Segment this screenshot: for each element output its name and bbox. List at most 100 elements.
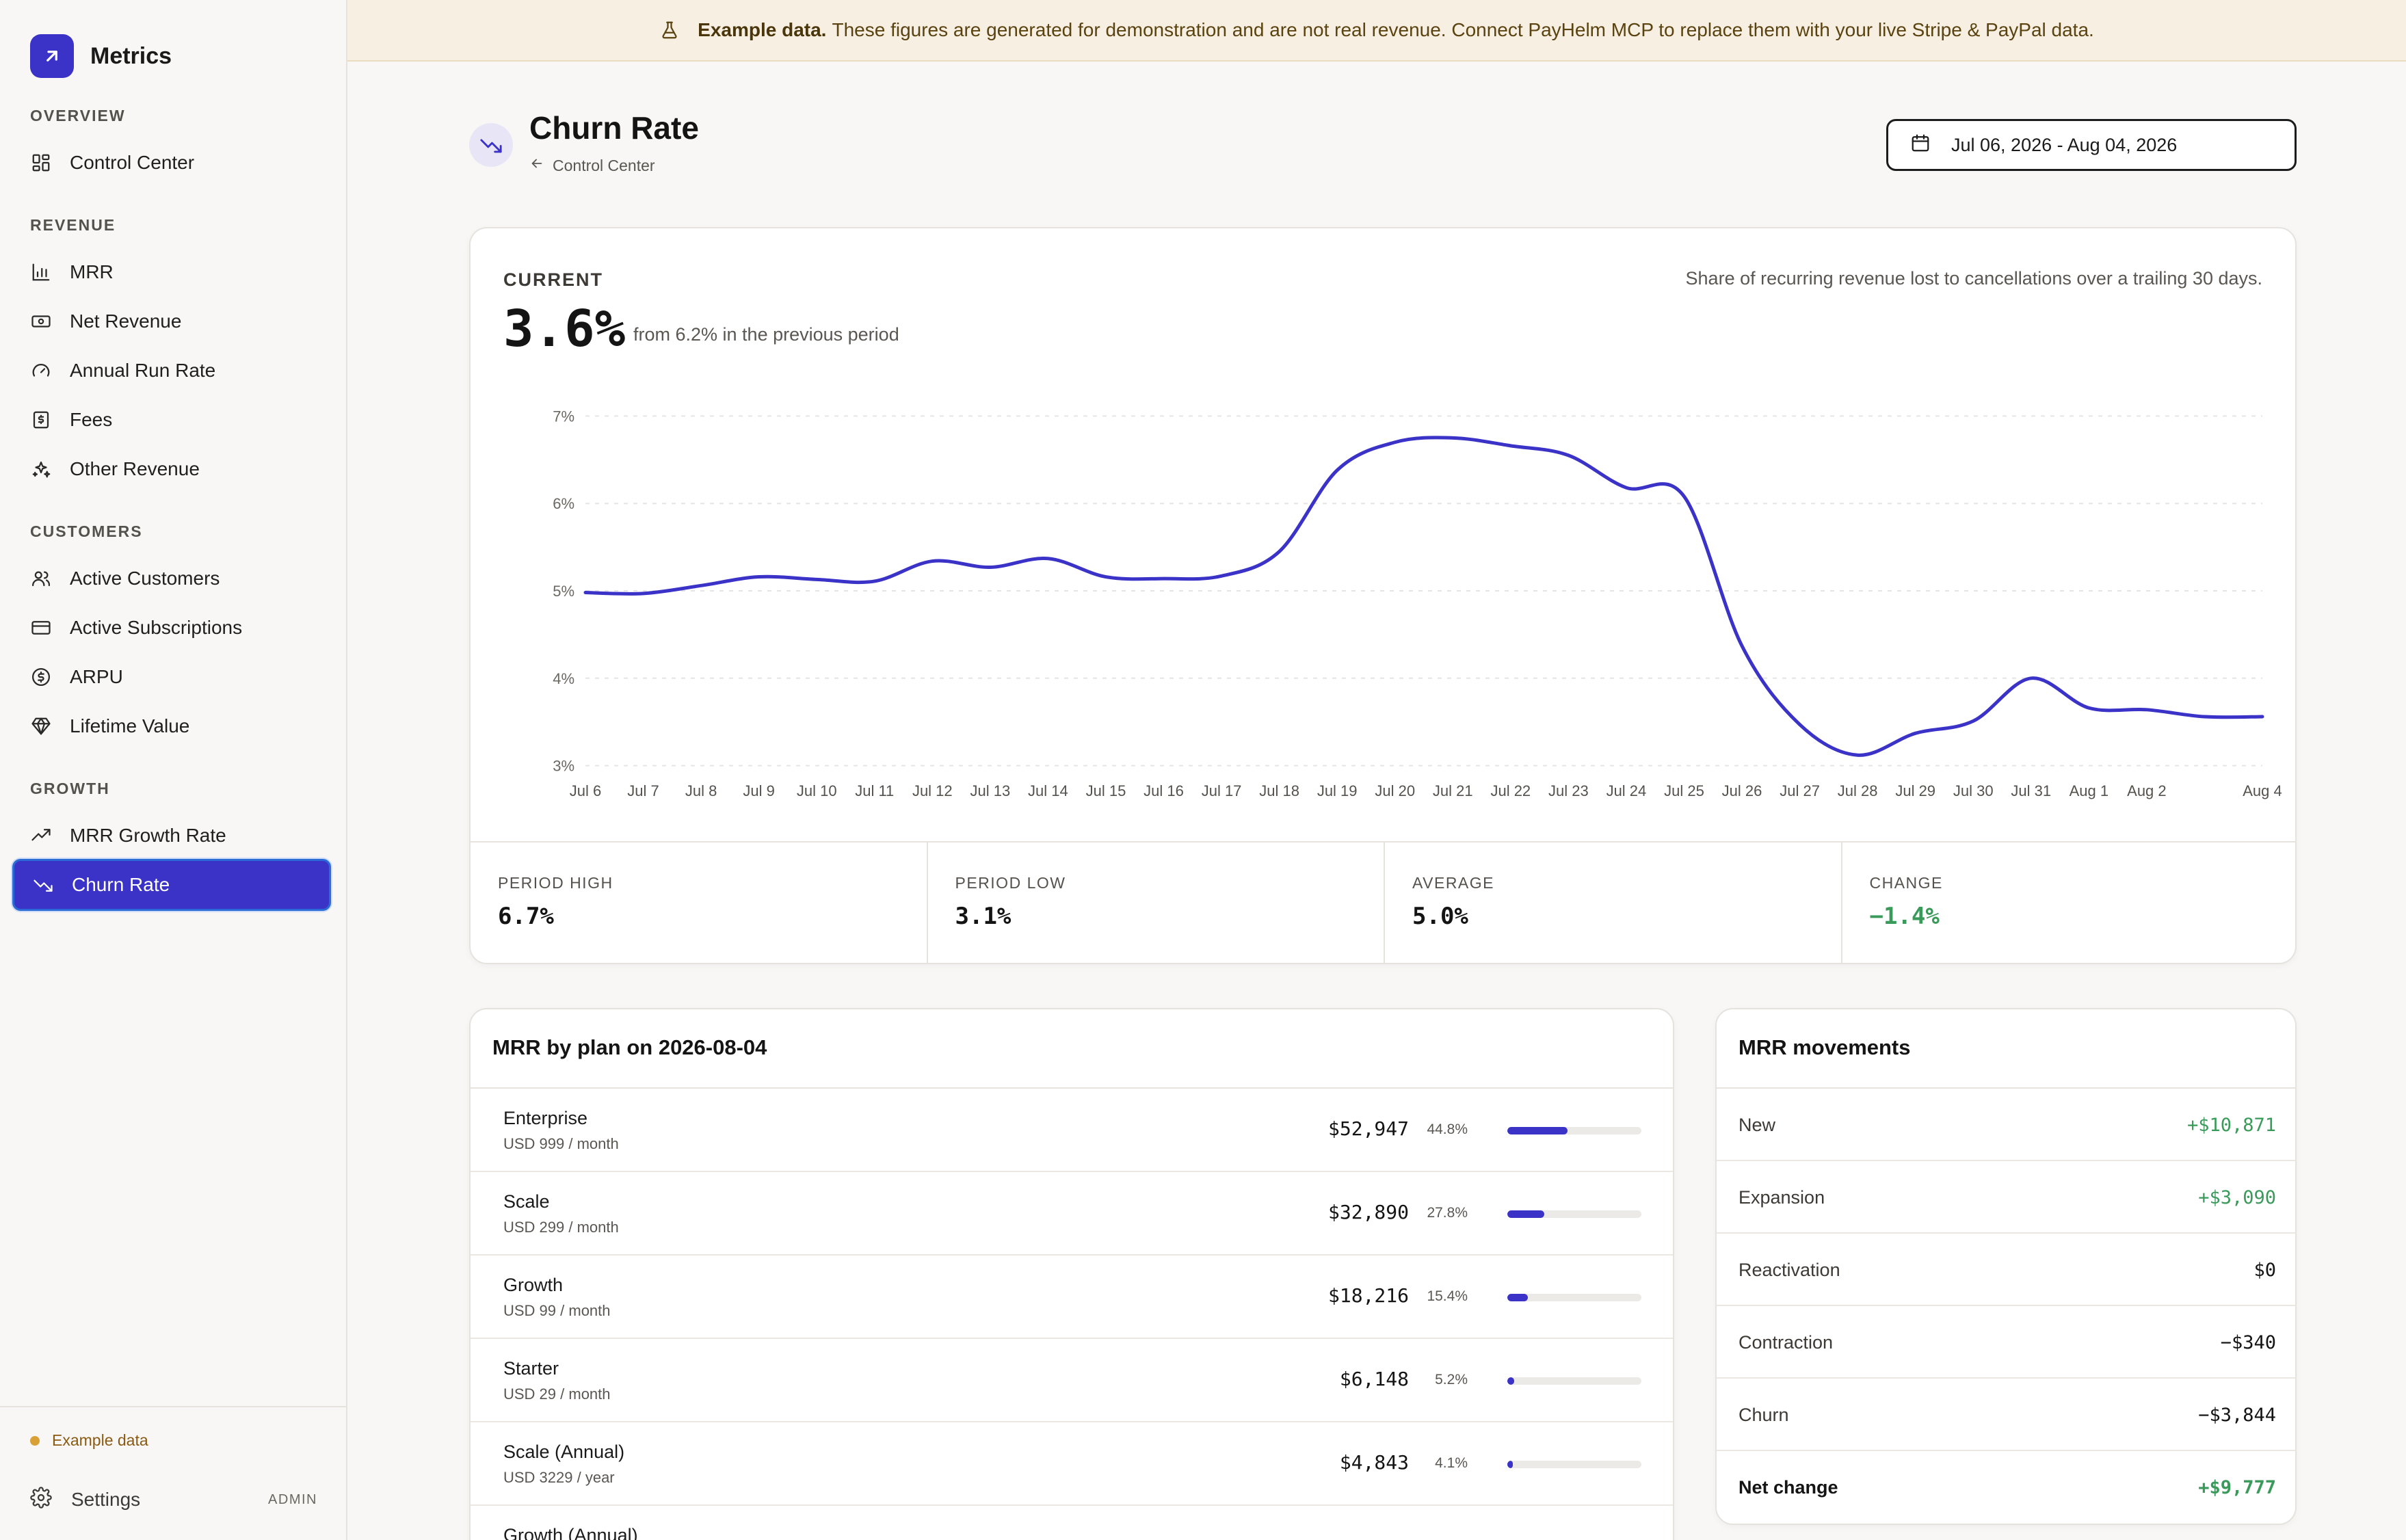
x-tick-label: Aug 4	[2243, 782, 2282, 799]
movement-value: +$9,777	[2198, 1477, 2276, 1498]
dollar-circle-icon	[30, 666, 52, 688]
arrow-left-icon	[529, 156, 544, 175]
stat-value: −1.4%	[1869, 903, 1940, 930]
back-link-control-center[interactable]: Control Center	[529, 156, 655, 175]
x-tick-label: Jul 24	[1607, 782, 1647, 799]
movement-value: +$3,090	[2198, 1187, 2276, 1208]
plan-name: Starter	[503, 1358, 559, 1379]
x-tick-label: Jul 6	[570, 782, 601, 799]
dashboard-icon	[30, 152, 52, 174]
movement-label: Reactivation	[1739, 1260, 1840, 1280]
table-row: Growth USD 99 / month $18,216 15.4%	[471, 1256, 1673, 1339]
sidebar-item-mrr[interactable]: MRR	[12, 246, 331, 298]
movement-value: +$10,871	[2186, 1115, 2276, 1136]
sidebar-item-active-subscriptions[interactable]: Active Subscriptions	[12, 602, 331, 654]
plan-share-bar-fill	[1507, 1127, 1568, 1134]
table-row: Growth (Annual)	[471, 1506, 1673, 1540]
x-tick-label: Jul 30	[1953, 782, 1994, 799]
banner-title: Example data.	[698, 19, 827, 40]
sidebar-item-net-revenue[interactable]: Net Revenue	[12, 295, 331, 347]
plan-mrr: $18,216	[1327, 1284, 1409, 1307]
sidebar-item-fees[interactable]: Fees	[12, 394, 331, 446]
x-tick-label: Jul 20	[1375, 782, 1415, 799]
plan-price: USD 999 / month	[503, 1135, 619, 1152]
sidebar-item-lifetime-value[interactable]: Lifetime Value	[12, 700, 331, 752]
plan-share-percent: 27.8%	[1427, 1205, 1468, 1221]
trending-down-icon	[469, 123, 513, 167]
date-range-picker[interactable]: Jul 06, 2026 - Aug 04, 2026	[1886, 119, 2297, 171]
plan-share-bar-fill	[1507, 1294, 1529, 1301]
plan-name: Scale	[503, 1191, 550, 1212]
banknote-icon	[30, 310, 52, 332]
example-data-indicator: Example data	[30, 1431, 148, 1450]
x-tick-label: Jul 28	[1838, 782, 1878, 799]
sidebar-item-mrr-growth-rate[interactable]: MRR Growth Rate	[12, 810, 331, 862]
plan-name: Enterprise	[503, 1108, 588, 1128]
stats-row: PERIOD HIGH 6.7% PERIOD LOW 3.1% AVERAGE…	[471, 841, 2296, 963]
movement-value: $0	[2253, 1260, 2276, 1281]
plan-price: USD 299 / month	[503, 1219, 619, 1236]
plan-share-percent: 15.4%	[1427, 1288, 1468, 1304]
list-item: New +$10,871	[1717, 1089, 2295, 1161]
sidebar-item-label: Active Subscriptions	[70, 617, 243, 638]
x-tick-label: Jul 16	[1143, 782, 1184, 799]
settings-button[interactable]: Settings ADMIN	[30, 1483, 317, 1517]
stat-label: AVERAGE	[1412, 874, 1494, 892]
previous-period-text: from 6.2% in the previous period	[633, 324, 899, 345]
sidebar-item-label: Fees	[70, 409, 113, 430]
list-item: Net change +$9,777	[1717, 1451, 2295, 1524]
nav-section-customers: CUSTOMERS	[30, 522, 143, 540]
x-tick-label: Aug 2	[2127, 782, 2167, 799]
sidebar-item-active-customers[interactable]: Active Customers	[12, 553, 331, 605]
y-tick-label: 5%	[553, 583, 574, 600]
plan-mrr: $6,148	[1339, 1368, 1409, 1390]
sidebar-item-label: Other Revenue	[70, 458, 200, 479]
x-tick-label: Jul 31	[2011, 782, 2051, 799]
x-tick-label: Jul 8	[685, 782, 717, 799]
movement-value: −$3,844	[2198, 1405, 2276, 1426]
sidebar-item-annual-run-rate[interactable]: Annual Run Rate	[12, 345, 331, 397]
sidebar-item-control-center[interactable]: Control Center	[12, 137, 331, 189]
brand[interactable]: Metrics	[30, 34, 172, 78]
sidebar-item-label: Lifetime Value	[70, 715, 190, 736]
plan-share-bar-fill	[1507, 1461, 1513, 1468]
churn-rate-card: CURRENT 3.6% from 6.2% in the previous p…	[469, 227, 2297, 964]
back-link-label: Control Center	[553, 156, 655, 174]
y-tick-label: 3%	[553, 758, 574, 775]
y-tick-label: 6%	[553, 495, 574, 512]
banner-text: These figures are generated for demonstr…	[832, 19, 2094, 40]
sidebar-item-other-revenue[interactable]: Other Revenue	[12, 443, 331, 495]
movement-label: New	[1739, 1115, 1776, 1135]
sidebar-item-label: Churn Rate	[72, 874, 170, 895]
plan-mrr: $32,890	[1327, 1201, 1409, 1223]
calendar-icon	[1910, 133, 1931, 158]
user-role-badge: ADMIN	[268, 1491, 317, 1507]
mrr-by-plan-card: MRR by plan on 2026-08-04 Enterprise USD …	[469, 1008, 1674, 1540]
current-label: CURRENT	[503, 269, 603, 290]
x-tick-label: Jul 23	[1548, 782, 1589, 799]
stat-value: 3.1%	[955, 903, 1012, 930]
sidebar-item-arpu[interactable]: ARPU	[12, 651, 331, 703]
table-row: Starter USD 29 / month $6,148 5.2%	[471, 1339, 1673, 1422]
plan-price: USD 29 / month	[503, 1385, 611, 1403]
sidebar-item-label: MRR Growth Rate	[70, 825, 226, 846]
x-tick-label: Jul 12	[912, 782, 953, 799]
sidebar-item-churn-rate[interactable]: Churn Rate	[12, 859, 331, 911]
movement-label: Contraction	[1739, 1332, 1834, 1353]
table-row: Scale (Annual) USD 3229 / year $4,843 4.1%	[471, 1422, 1673, 1506]
card-title: MRR by plan on 2026-08-04	[492, 1035, 767, 1059]
plan-price: USD 3229 / year	[503, 1469, 615, 1486]
plan-share-bar	[1507, 1377, 1641, 1385]
sidebar-item-label: ARPU	[70, 666, 123, 687]
sidebar: Metrics OVERVIEW Control Center REVENUE …	[0, 0, 347, 1540]
x-tick-label: Jul 18	[1259, 782, 1299, 799]
stat-change: CHANGE −1.4%	[1842, 842, 2296, 963]
plan-name: Growth	[503, 1275, 564, 1295]
list-item: Expansion +$3,090	[1717, 1161, 2295, 1234]
plan-share-percent: 5.2%	[1435, 1372, 1468, 1388]
divider	[471, 1087, 1673, 1089]
y-tick-label: 7%	[553, 408, 574, 425]
sidebar-footer-divider	[0, 1406, 346, 1407]
current-value: 3.6%	[503, 300, 626, 358]
